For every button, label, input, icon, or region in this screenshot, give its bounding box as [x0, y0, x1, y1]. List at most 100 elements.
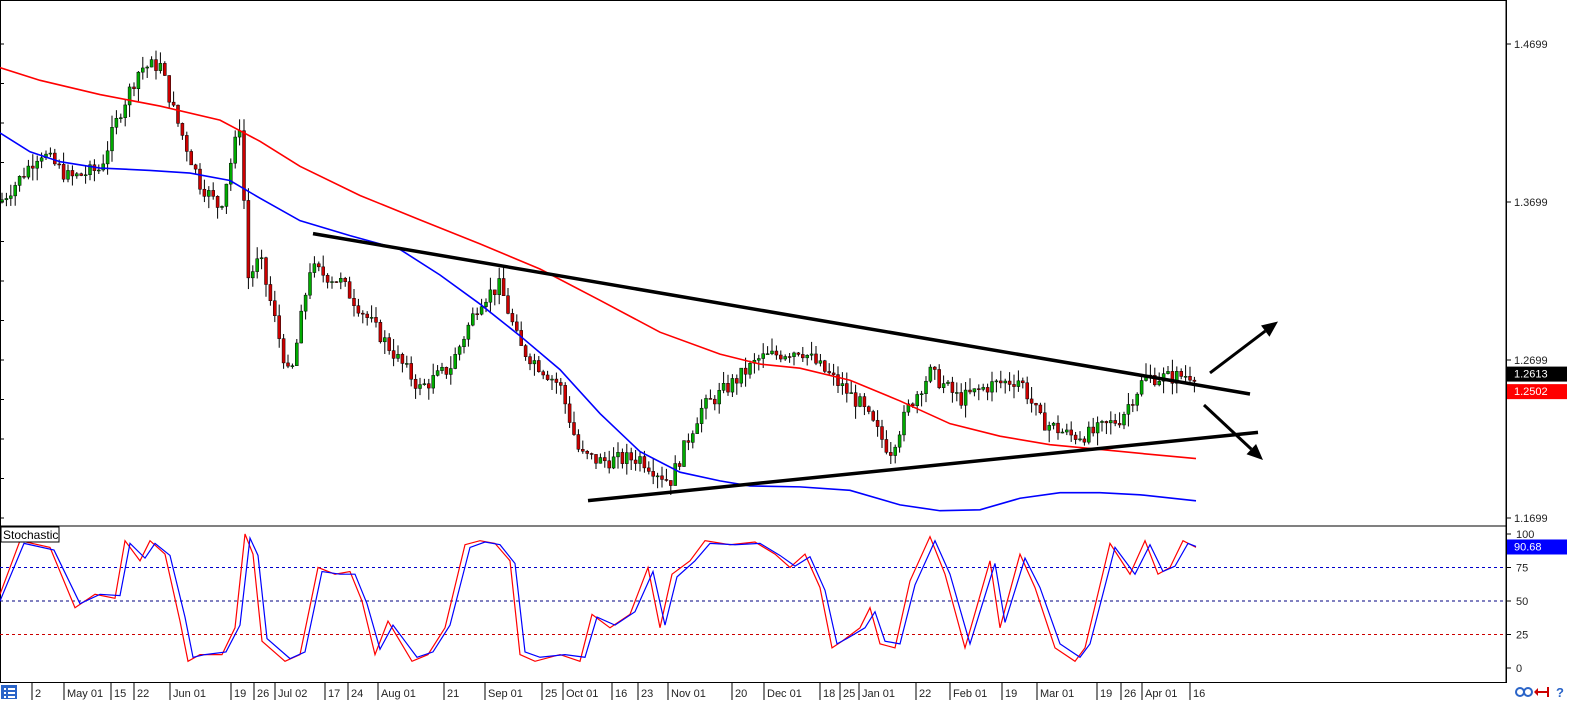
candle-body [880, 426, 884, 440]
candle-body [827, 371, 831, 374]
price-tag [1507, 384, 1567, 400]
x-tick-label: 19 [1100, 688, 1112, 700]
candle-body [589, 453, 594, 455]
candle-body [523, 345, 528, 357]
candle-body [651, 471, 655, 477]
x-tick-label: 19 [234, 688, 246, 700]
candle-body [17, 176, 22, 186]
candle-body [330, 281, 334, 283]
price-tick-label: 1.2699 [1514, 355, 1548, 367]
candle-body [1065, 429, 1069, 433]
candle-body [1082, 438, 1087, 443]
candle-body [862, 396, 867, 407]
candle-body [31, 165, 35, 169]
candle-body [1131, 404, 1135, 406]
price-tick-label: 1.1699 [1514, 513, 1548, 525]
candle-body [13, 185, 17, 197]
trendline [312, 231, 1251, 396]
candle-body [1034, 403, 1038, 406]
candle-body [396, 354, 400, 359]
candle-body [325, 274, 330, 283]
x-tick-label: Apr 01 [1145, 688, 1177, 700]
candle-body [616, 452, 620, 458]
candle-body [215, 196, 220, 208]
candle-body [770, 350, 774, 354]
return-arrow-icon[interactable] [1534, 687, 1549, 697]
candle-body [281, 338, 286, 364]
link-icon[interactable] [1515, 687, 1533, 697]
candle-body [875, 420, 880, 427]
candle-body [779, 354, 783, 360]
candle-body [383, 337, 387, 343]
candle-body [757, 358, 761, 361]
candle-body [748, 363, 752, 375]
candle-body [501, 278, 506, 296]
stochastic-line [0, 533, 1197, 663]
candle-body [638, 456, 642, 464]
candle-body [625, 452, 629, 464]
moving-averages [0, 66, 1197, 512]
stochastic-tick-label: 75 [1516, 563, 1528, 575]
stochastic-title-box [0, 526, 60, 543]
candle-body [1166, 371, 1170, 374]
candle-body [845, 383, 849, 394]
candle-body [193, 164, 198, 170]
help-icon[interactable]: ? [1556, 685, 1564, 700]
candle-body [75, 173, 79, 177]
candle-body [510, 313, 515, 323]
candle-body [119, 117, 123, 119]
candle-body [809, 353, 814, 356]
candle-body [955, 392, 959, 394]
candle-body [110, 127, 114, 152]
candle-body [985, 387, 990, 393]
candle-body [312, 263, 317, 273]
x-tick-label: Dec 01 [767, 688, 802, 700]
candle-body [1060, 431, 1065, 434]
candle-body [836, 374, 840, 386]
candle-body [1126, 404, 1131, 415]
candle-body [264, 257, 268, 285]
x-tick-label: 22 [137, 688, 149, 700]
candle-body [493, 289, 497, 295]
candle-body [180, 123, 185, 136]
candle-body [369, 317, 374, 319]
candle-body [347, 281, 352, 299]
candle-body [303, 294, 308, 312]
candle-body [937, 369, 941, 388]
price-tags: 1.2613 1.2502 [1507, 366, 1567, 400]
x-tick-label: Mar 01 [1040, 688, 1074, 700]
candle-body [867, 406, 871, 412]
candle-body [792, 352, 796, 357]
candle-body [374, 317, 378, 323]
price-panel: 1.4699 1.3699 1.2699 1.1699 1.2613 1.2502 [0, 39, 1567, 525]
candle-body [642, 456, 647, 469]
candle-body [743, 367, 748, 375]
candle-body [431, 375, 435, 389]
candle-body [387, 337, 391, 351]
candle-body [185, 135, 189, 152]
candle-body [968, 389, 972, 393]
candle-body [171, 101, 176, 106]
candle-body [22, 176, 26, 178]
arrow-shaft [1209, 329, 1267, 375]
candle-body [704, 398, 708, 409]
x-tick-label: 26 [1124, 688, 1136, 700]
candle-body [603, 457, 607, 462]
candle-body [902, 411, 906, 436]
candle-body [629, 452, 633, 461]
candle-body [123, 104, 127, 118]
x-tick-label: 21 [447, 688, 459, 700]
candle-body [915, 394, 919, 407]
candle-body [911, 403, 915, 407]
stochastic-levels [0, 567, 1506, 635]
candle-body [726, 383, 730, 393]
candle-body [893, 446, 897, 456]
candle-body [673, 463, 677, 486]
candle-body [290, 365, 295, 367]
menu-icon[interactable] [1, 685, 17, 699]
candle-body [1038, 404, 1043, 414]
trendlines [312, 231, 1259, 503]
candle-body [9, 195, 13, 199]
candle-body [682, 440, 686, 467]
candle-body [1122, 414, 1126, 426]
